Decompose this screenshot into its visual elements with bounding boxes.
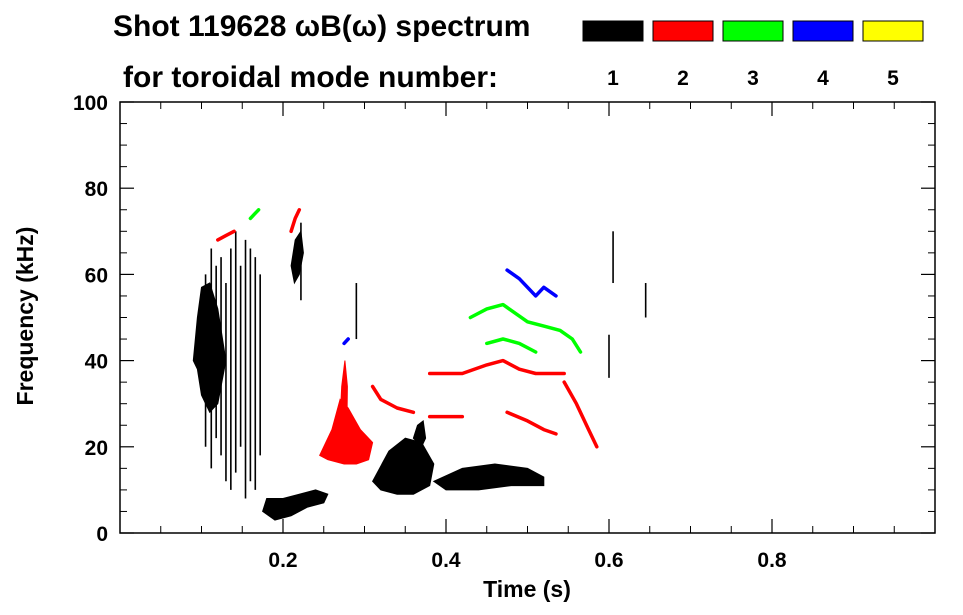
y-axis-label: Frequency (kHz) [12, 227, 38, 406]
chart-title-line-2: for toroidal mode number: [123, 61, 498, 94]
mode-3-trace-18 [485, 337, 538, 354]
chart-title-line-1: Shot 119628 ωB(ω) spectrum [113, 10, 530, 43]
mode-3-trace-19 [248, 208, 261, 221]
legend-label-mode-4: 4 [817, 67, 829, 90]
mode-2-trace-9 [337, 360, 348, 457]
mode-legend: 1 2 3 4 5 [582, 20, 924, 90]
mode-2-trace-16 [289, 208, 302, 234]
mode-4-trace-20 [505, 268, 558, 298]
mode-4-trace-21 [342, 337, 350, 346]
legend-label-mode-2: 2 [677, 67, 689, 90]
axis-ticks: 0 20 40 60 80 100 0.2 0.4 0.6 0.8 [73, 92, 935, 572]
mode-2-trace-12 [427, 358, 566, 376]
legend-label-mode-5: 5 [887, 67, 899, 90]
y-tick-label-40: 40 [85, 351, 108, 374]
mode-1-trace-2 [262, 489, 329, 521]
mode-2-trace-10 [370, 384, 416, 415]
legend-swatch-mode-5 [862, 20, 924, 42]
x-tick-label-0.6: 0.6 [594, 549, 623, 572]
mode-2-trace-13 [505, 410, 558, 436]
x-tick-label-0.8: 0.8 [757, 549, 787, 572]
mode-1-trace-6 [412, 419, 427, 448]
mode-2-trace-14 [562, 380, 599, 449]
legend-label-mode-1: 1 [607, 67, 619, 90]
x-tick-label-0.4: 0.4 [431, 549, 461, 572]
legend-swatch-mode-4 [792, 20, 854, 42]
legend-swatch-mode-3 [722, 20, 784, 42]
legend-swatch-mode-1 [582, 20, 644, 42]
y-tick-label-60: 60 [85, 264, 108, 287]
legend-swatch-mode-2 [652, 20, 714, 42]
spectrogram-data [192, 208, 647, 521]
y-tick-label-0: 0 [96, 523, 108, 546]
y-tick-label-80: 80 [85, 178, 108, 201]
mode-1-trace-5 [432, 463, 545, 491]
x-tick-label-0.2: 0.2 [268, 549, 297, 572]
mode-3-trace-17 [468, 302, 583, 354]
mode-1-trace-4 [371, 437, 435, 495]
y-tick-label-20: 20 [85, 437, 108, 460]
x-axis-label: Time (s) [483, 576, 571, 602]
mode-2-trace-15 [216, 229, 236, 242]
y-tick-label-100: 100 [73, 92, 108, 115]
legend-label-mode-3: 3 [747, 67, 759, 90]
